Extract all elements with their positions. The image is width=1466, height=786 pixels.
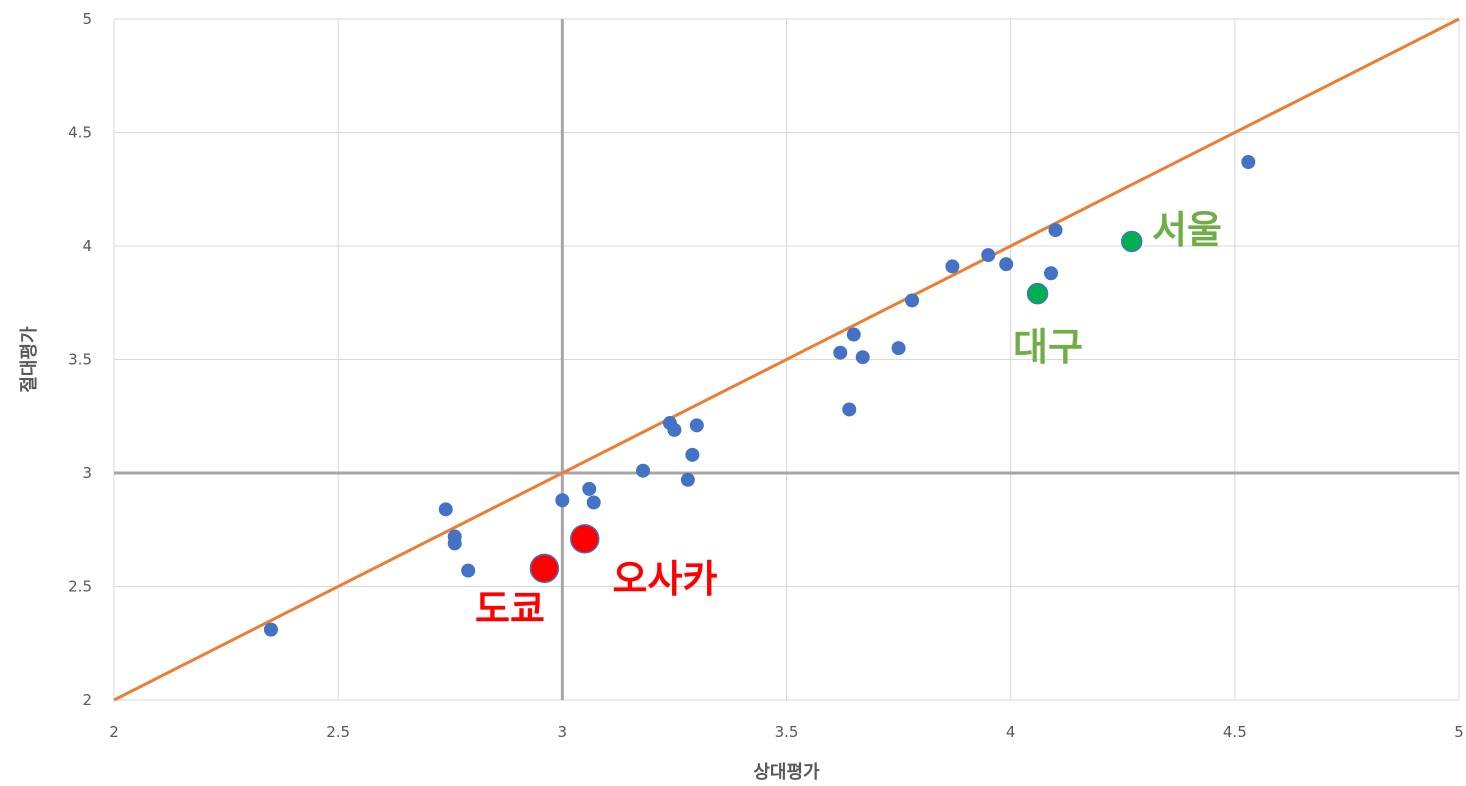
x-tick-label: 2 — [109, 723, 119, 741]
data-point — [981, 248, 996, 263]
annotation-label: 오사카 — [613, 557, 718, 601]
x-tick-label: 4.5 — [1223, 723, 1247, 741]
x-tick-label: 5 — [1454, 723, 1464, 741]
x-tick-label: 2.5 — [326, 723, 350, 741]
data-point — [586, 495, 601, 510]
y-tick-label: 5 — [82, 10, 92, 28]
data-point — [570, 524, 600, 554]
data-points — [263, 155, 1256, 637]
data-point — [680, 472, 695, 487]
data-point — [999, 257, 1014, 272]
data-point — [945, 259, 960, 274]
data-point — [461, 563, 476, 578]
data-point — [855, 350, 870, 365]
data-point — [689, 418, 704, 433]
y-tick-label: 2 — [82, 691, 92, 709]
data-point — [891, 341, 906, 356]
data-point — [555, 493, 570, 508]
x-axis-title: 상대평가 — [753, 762, 820, 783]
data-point — [842, 402, 857, 417]
y-axis-title: 절대평가 — [19, 326, 40, 393]
data-point — [447, 536, 462, 551]
data-point — [1120, 230, 1143, 253]
data-point — [636, 463, 651, 478]
y-tick-label: 2.5 — [68, 578, 92, 596]
data-point — [1044, 266, 1059, 281]
annotation-label: 서울 — [1152, 208, 1222, 252]
data-point — [905, 293, 920, 308]
x-tick-label: 3 — [558, 723, 568, 741]
data-point — [529, 553, 560, 584]
data-point — [438, 502, 453, 517]
data-point — [667, 422, 682, 437]
data-point — [846, 327, 861, 342]
diagonal-line — [113, 17, 1460, 702]
y-tick-label: 3 — [82, 464, 92, 482]
annotation-label: 대구 — [1013, 325, 1083, 369]
y-tick-label: 4.5 — [68, 124, 92, 142]
data-point — [1048, 223, 1063, 238]
data-point — [263, 622, 278, 637]
annotation-label: 도쿄 — [475, 587, 545, 631]
data-point — [582, 481, 597, 496]
tick-labels: 2 2.5 3 3.5 4 4.5 5 2 2.5 3 3.5 4 4.5 5 — [68, 10, 1464, 741]
y-tick-label: 3.5 — [68, 351, 92, 369]
data-point — [833, 345, 848, 360]
reference-lines — [114, 19, 1459, 700]
data-point — [1026, 282, 1049, 305]
data-point — [1241, 155, 1256, 170]
x-tick-label: 4 — [1006, 723, 1016, 741]
data-point — [685, 447, 700, 462]
x-tick-label: 3.5 — [775, 723, 799, 741]
y-tick-label: 4 — [82, 237, 92, 255]
